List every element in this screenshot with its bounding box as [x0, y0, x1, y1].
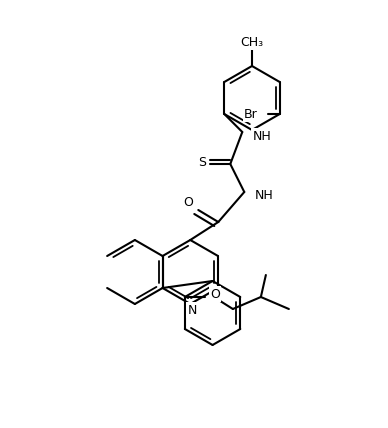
Text: O: O	[184, 196, 193, 208]
Text: O: O	[210, 288, 220, 300]
Text: NH: NH	[252, 130, 271, 143]
Text: NH: NH	[254, 188, 273, 202]
Text: N: N	[188, 303, 197, 316]
Text: CH₃: CH₃	[241, 36, 263, 48]
Text: Br: Br	[244, 107, 258, 121]
Text: S: S	[198, 155, 206, 169]
